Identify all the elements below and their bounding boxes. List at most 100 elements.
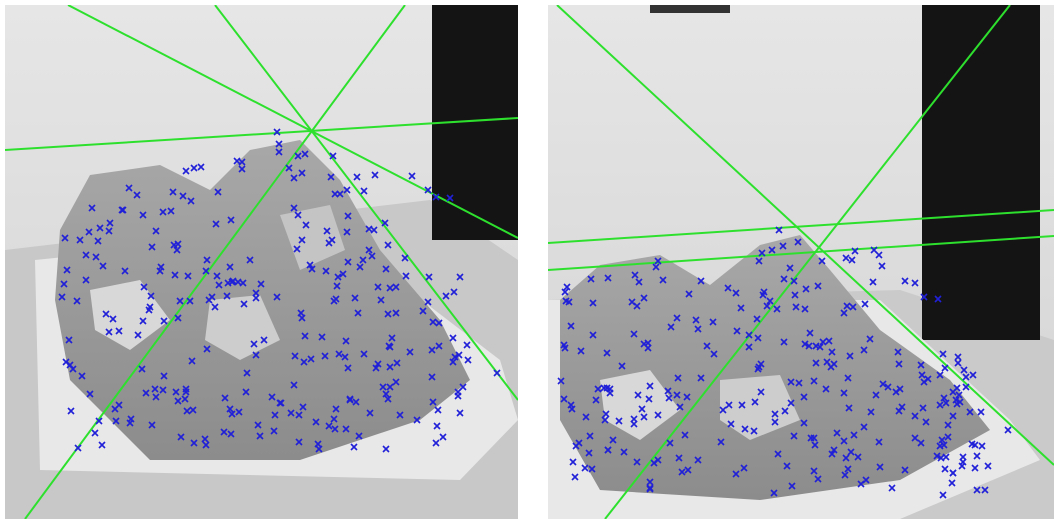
keypoint: [434, 406, 442, 414]
keypoint: [918, 371, 926, 379]
keypoint: [850, 431, 858, 439]
keypoint: [848, 256, 856, 264]
keypoint: [944, 433, 952, 441]
keypoint: [213, 272, 221, 280]
keypoint: [151, 385, 159, 393]
keypoint: [565, 298, 573, 306]
keypoint: [139, 317, 147, 325]
keypoint: [208, 293, 216, 301]
keypoint: [725, 401, 733, 409]
keypoint: [439, 433, 447, 441]
keypoint: [148, 243, 156, 251]
keypoint: [220, 428, 228, 436]
keypoint: [374, 360, 382, 368]
keypoint: [811, 441, 819, 449]
keypoint: [745, 343, 753, 351]
keypoint: [911, 434, 919, 442]
keypoint: [172, 388, 180, 396]
keypoint: [463, 341, 471, 349]
keypoint: [940, 441, 948, 449]
keypoint: [703, 342, 711, 350]
keypoint: [82, 251, 90, 259]
keypoint: [78, 372, 86, 380]
keypoint: [268, 393, 276, 401]
keypoint: [386, 383, 394, 391]
rock-pile: [560, 235, 990, 500]
keypoint: [98, 441, 106, 449]
keypoint: [359, 256, 367, 264]
keypoint: [342, 337, 350, 345]
keypoint: [228, 410, 236, 418]
keypoint: [382, 390, 390, 398]
keypoint: [355, 432, 363, 440]
keypoint: [962, 373, 970, 381]
keypoint: [392, 283, 400, 291]
keypoint: [451, 353, 459, 361]
keypoint: [646, 478, 654, 486]
keypoint: [74, 444, 82, 452]
keypoint: [432, 439, 440, 447]
keypoint: [750, 427, 758, 435]
keypoint: [252, 294, 260, 302]
keypoint: [377, 296, 385, 304]
keypoint: [775, 226, 783, 234]
keypoint: [190, 439, 198, 447]
keypoint: [189, 406, 197, 414]
keypoint: [134, 331, 142, 339]
keypoint: [291, 352, 299, 360]
keypoint: [609, 436, 617, 444]
keypoint: [569, 458, 577, 466]
keypoint: [424, 186, 432, 194]
keypoint: [646, 485, 654, 493]
keypoint: [392, 309, 400, 317]
keypoint: [170, 241, 178, 249]
keypoint: [717, 438, 725, 446]
keypoint: [181, 395, 189, 403]
keypoint: [221, 394, 229, 402]
keypoint: [419, 307, 427, 315]
keypoint: [557, 377, 565, 385]
keypoint: [456, 409, 464, 417]
keypoint: [428, 373, 436, 381]
keypoint: [830, 446, 838, 454]
keypoint: [250, 340, 258, 348]
keypoint: [960, 366, 968, 374]
keypoint: [920, 293, 928, 301]
keypoint: [275, 148, 283, 156]
keypoint: [697, 374, 705, 382]
keypoint: [673, 391, 681, 399]
keypoint: [787, 378, 795, 386]
keypoint: [710, 350, 718, 358]
keypoint: [159, 208, 167, 216]
keypoint: [788, 482, 796, 490]
keypoint: [275, 140, 283, 148]
keypoint: [331, 425, 339, 433]
keypoint: [99, 262, 107, 270]
keypoint: [215, 281, 223, 289]
keypoint: [770, 489, 778, 497]
keypoint: [325, 422, 333, 430]
keypoint: [828, 450, 836, 458]
keypoint: [978, 442, 986, 450]
keypoint: [810, 467, 818, 475]
keypoint: [844, 374, 852, 382]
keypoint: [604, 274, 612, 282]
keypoint: [673, 314, 681, 322]
keypoint: [861, 300, 869, 308]
keypoint: [600, 384, 608, 392]
keypoint: [295, 438, 303, 446]
keypoint: [384, 395, 392, 403]
keypoint: [169, 188, 177, 196]
keypoint: [847, 448, 855, 456]
keypoint: [344, 258, 352, 266]
keypoint: [306, 261, 314, 269]
keypoint: [685, 290, 693, 298]
keypoint: [645, 395, 653, 403]
keypoint: [308, 265, 316, 273]
keypoint: [575, 439, 583, 447]
keypoint: [840, 437, 848, 445]
keypoint: [88, 204, 96, 212]
keypoint: [948, 479, 956, 487]
keypoint: [692, 316, 700, 324]
